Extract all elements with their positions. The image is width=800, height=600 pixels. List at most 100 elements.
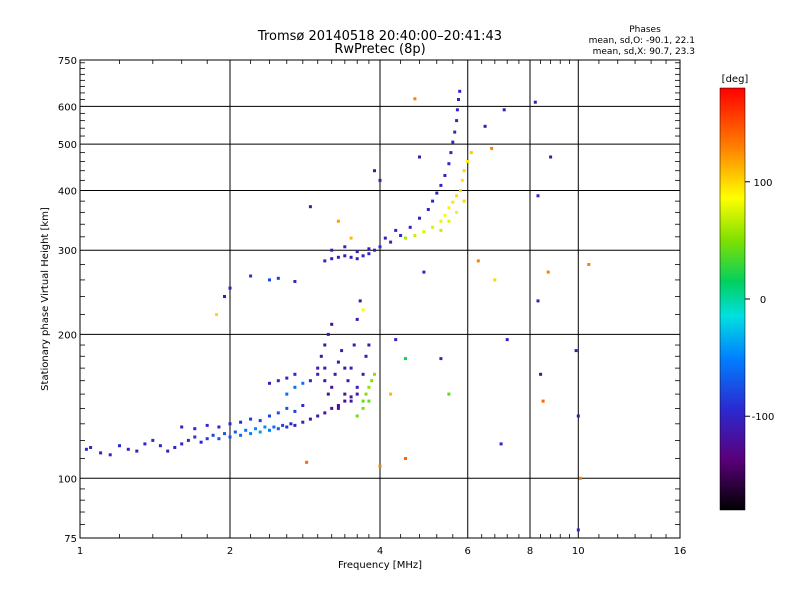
y-tick-label: 400 [58,186,77,197]
echo-points [84,89,591,532]
echo-point [502,108,506,112]
x-tick-label: 2 [227,546,233,557]
echo-point [355,257,359,261]
minor-ticks [80,60,680,538]
echo-point [439,219,443,223]
echo-point [151,438,155,442]
echo-point [228,286,232,290]
echo-point [272,425,276,429]
echo-point [268,414,271,418]
echo-point [199,440,203,444]
echo-point [455,119,459,123]
echo-point [233,430,237,434]
echo-point [443,174,447,177]
echo-point [205,437,209,441]
echo-point [349,395,353,399]
echo-point [451,200,455,204]
echo-point [460,178,464,182]
echo-point [483,124,487,128]
echo-point [285,392,289,396]
echo-point [367,247,371,251]
echo-point [541,399,545,403]
echo-point [408,225,412,229]
echo-point [319,354,323,358]
echo-point [258,419,262,423]
phases-o-stats: mean, sd,O: -90.1, 22.1 [589,36,695,46]
echo-point [536,299,540,303]
colorbar-tick-label: 0 [760,295,766,306]
echo-point [336,360,340,364]
colorbar [719,87,746,511]
echo-point [180,442,184,446]
echo-point [490,146,494,150]
colorbar-label: [deg] [722,74,749,85]
echo-point [367,385,371,389]
echo-point [239,433,243,437]
echo-point [539,372,543,376]
echo-point [330,406,334,410]
echo-point [383,236,387,240]
echo-point [186,438,190,442]
chart-title: Tromsø 20140518 20:40:00–20:41:43 [257,29,502,44]
echo-point [268,278,271,282]
echo-point [343,392,347,396]
echo-point [493,278,497,282]
phases-x-stats: mean, sd,X: 90.7, 23.3 [593,47,695,57]
echo-point [404,357,407,361]
echo-point [352,343,356,347]
echo-point [373,248,376,252]
echo-point [289,422,293,426]
echo-point [389,240,393,244]
echo-point [305,460,309,464]
echo-point [326,392,330,396]
echo-point [439,183,443,187]
y-tick-label: 600 [58,102,77,113]
echo-point [316,414,320,418]
x-tick-label: 1 [77,546,83,557]
echo-point [447,162,451,166]
echo-point [343,254,347,258]
echo-point [431,225,435,229]
colorbar-tick-label: 100 [753,178,772,189]
echo-point [413,97,417,101]
x-axis-ticks: 1 2 4 6 8 10 16 [77,546,687,557]
echo-point [217,437,221,441]
echo-point [439,357,443,361]
echo-point [223,432,226,436]
echo-point [180,425,184,429]
echo-point [355,414,359,418]
echo-point [249,274,253,278]
echo-point [228,422,232,426]
echo-point [378,178,382,182]
echo-point [316,372,320,376]
echo-point [455,194,459,198]
phases-heading: Phases [629,25,661,35]
echo-point [431,199,435,203]
y-axis-label: Stationary phase Virtual Height [km] [40,207,51,391]
echo-point [462,169,466,173]
echo-point [364,392,368,396]
echo-point [361,254,365,258]
echo-point [166,449,170,453]
echo-point [99,451,103,455]
echo-point [451,140,455,144]
echo-point [447,392,451,396]
x-tick-label: 6 [465,546,471,557]
echo-point [228,435,232,439]
echo-point [293,409,297,413]
echo-point [355,392,359,396]
echo-point [215,313,219,317]
echo-point [293,385,297,389]
echo-point [244,428,248,432]
echo-point [193,435,197,439]
echo-point [268,381,271,385]
echo-point [587,263,591,266]
echo-point [158,444,162,448]
y-axis-ticks: 75 100 200 300 400 500 600 750 [58,56,77,545]
echo-point [455,210,459,214]
echo-point [293,280,297,283]
y-tick-label: 75 [64,534,77,545]
echo-point [323,343,327,347]
echo-point [323,259,327,263]
echo-point [364,354,368,358]
